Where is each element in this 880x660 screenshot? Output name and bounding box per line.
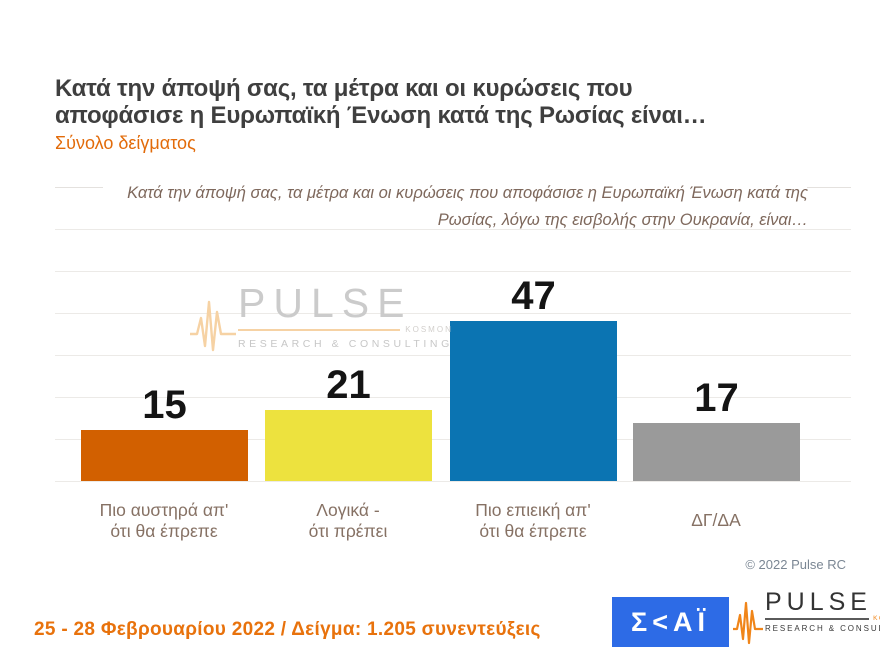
category-axis: Πιο αυστηρά απ' ότι θα έπρεπε Λογικά - ό… (55, 500, 851, 550)
bar-value-label: 15 (142, 383, 187, 427)
skai-logo-text: Σ<ΑΪ (631, 606, 710, 637)
bar-dk-na (633, 423, 800, 481)
category-label-dk-na: ΔΓ/ΔΑ (691, 510, 741, 530)
copyright-note: © 2022 Pulse RC (745, 557, 846, 572)
pulse-waveform-icon (733, 601, 763, 645)
bar-column-dk-na: 17 (633, 378, 800, 481)
pulse-logo-brand: PULSE (765, 588, 872, 616)
category-label-reasonable: Λογικά - ότι πρέπει (308, 500, 388, 541)
bar-value-label: 47 (511, 274, 556, 318)
gridline (55, 229, 851, 230)
skai-logo: Σ<ΑΪ (612, 597, 729, 647)
gridline (55, 313, 851, 314)
sample-subtitle: Σύνολο δείγματος (55, 133, 196, 153)
question-annotation-line2: Ρωσίας, λόγω της εισβολής στην Ουκρανία,… (437, 211, 808, 229)
pulse-logo: PULSE KOSMON RESEARCH & CONSULTING (733, 589, 880, 647)
bar-chart: 15 21 47 17 (55, 187, 851, 482)
gridline-baseline (55, 481, 851, 482)
pulse-logo-kosmon: KOSMON (873, 615, 880, 623)
gridline-top-right-segment (807, 187, 851, 188)
pulse-logo-text: PULSE KOSMON RESEARCH & CONSULTING (765, 589, 880, 633)
bar-stricter (81, 430, 248, 481)
page-title-line1: Κατά την άποψή σας, τα μέτρα και οι κυρώ… (55, 75, 633, 102)
bar-value-label: 17 (694, 376, 739, 420)
divider-line (765, 618, 870, 620)
bar-column-reasonable: 21 (265, 365, 432, 481)
question-annotation: Κατά την άποψή σας, τα μέτρα και οι κυρώ… (88, 180, 808, 234)
gridline (55, 271, 851, 272)
category-label-stricter: Πιο αυστηρά απ' ότι θα έπρεπε (99, 500, 229, 541)
gridline-top-left-segment (55, 187, 103, 188)
page-title-line2: αποφάσισε η Ευρωπαϊκή Ένωση κατά της Ρωσ… (55, 102, 707, 129)
page-title: Κατά την άποψή σας, τα μέτρα και οι κυρώ… (55, 75, 775, 129)
bar-more-lenient (450, 321, 617, 481)
category-label-more-lenient: Πιο επιεική απ' ότι θα έπρεπε (475, 500, 591, 541)
bar-value-label: 21 (326, 363, 371, 407)
bar-column-stricter: 15 (81, 385, 248, 481)
question-annotation-line1: Κατά την άποψή σας, τα μέτρα και οι κυρώ… (127, 184, 808, 202)
bar-column-more-lenient: 47 (450, 276, 617, 481)
survey-info: 25 - 28 Φεβρουαρίου 2022 / Δείγμα: 1.205… (34, 619, 541, 640)
pulse-logo-subtitle: RESEARCH & CONSULTING (765, 624, 880, 634)
bar-reasonable (265, 410, 432, 481)
pulse-logo-divider: KOSMON (765, 615, 880, 622)
